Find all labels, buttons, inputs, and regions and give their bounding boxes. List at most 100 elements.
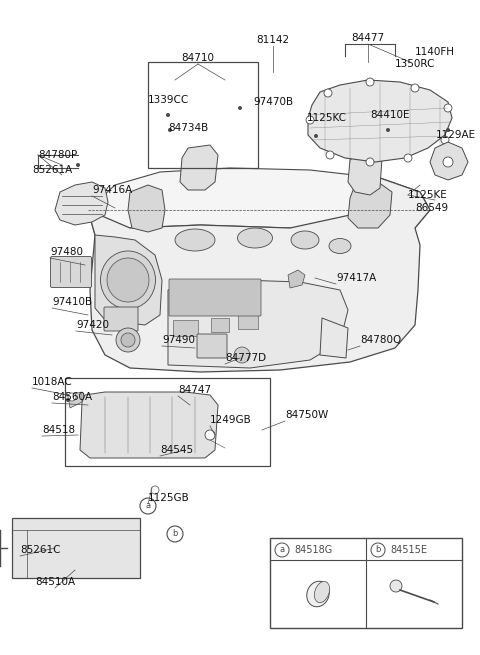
Ellipse shape: [175, 229, 215, 251]
Text: 84780Q: 84780Q: [360, 335, 401, 345]
Text: 84518: 84518: [42, 425, 75, 435]
Circle shape: [151, 486, 159, 494]
Text: 97416A: 97416A: [92, 185, 132, 195]
Circle shape: [441, 136, 449, 144]
Text: 84510A: 84510A: [35, 577, 75, 587]
Text: 1129AE: 1129AE: [436, 130, 476, 140]
FancyBboxPatch shape: [104, 307, 138, 331]
Ellipse shape: [238, 228, 273, 248]
FancyBboxPatch shape: [169, 279, 261, 316]
Ellipse shape: [291, 231, 319, 249]
Circle shape: [390, 580, 402, 592]
Ellipse shape: [307, 581, 329, 607]
Bar: [238, 315, 258, 329]
Text: 97420: 97420: [76, 320, 109, 330]
Text: 1249GB: 1249GB: [210, 415, 252, 425]
Text: a: a: [145, 502, 151, 510]
Polygon shape: [348, 182, 392, 228]
Circle shape: [404, 154, 412, 162]
Text: 84410E: 84410E: [370, 110, 409, 120]
Circle shape: [443, 157, 453, 167]
Text: 97480: 97480: [50, 247, 83, 257]
Circle shape: [76, 163, 80, 167]
Polygon shape: [180, 145, 218, 190]
Polygon shape: [80, 392, 218, 458]
Text: 84477: 84477: [351, 33, 384, 43]
Circle shape: [121, 333, 135, 347]
Text: 86549: 86549: [415, 203, 448, 213]
Polygon shape: [430, 142, 468, 180]
Polygon shape: [168, 280, 348, 368]
Bar: [206, 295, 224, 309]
Circle shape: [366, 158, 374, 166]
Polygon shape: [55, 182, 108, 225]
Circle shape: [238, 106, 242, 110]
Text: 84518G: 84518G: [294, 545, 332, 555]
Circle shape: [324, 89, 332, 97]
Polygon shape: [68, 392, 82, 408]
Circle shape: [66, 398, 70, 402]
Text: 81142: 81142: [256, 35, 289, 45]
Text: 1018AC: 1018AC: [32, 377, 73, 387]
Circle shape: [168, 128, 172, 132]
Polygon shape: [95, 235, 162, 325]
Circle shape: [366, 78, 374, 86]
FancyBboxPatch shape: [12, 518, 140, 578]
Text: 1125KE: 1125KE: [408, 190, 448, 200]
Text: 97470B: 97470B: [253, 97, 293, 107]
Text: 84734B: 84734B: [168, 123, 208, 133]
Circle shape: [446, 128, 450, 132]
Text: 1350RC: 1350RC: [395, 59, 435, 69]
Circle shape: [386, 128, 390, 132]
Circle shape: [116, 328, 140, 352]
Text: 84750W: 84750W: [285, 410, 328, 420]
Polygon shape: [128, 185, 165, 232]
Text: 1339CC: 1339CC: [148, 95, 189, 105]
Text: 84545: 84545: [160, 445, 193, 455]
Text: 1125GB: 1125GB: [148, 493, 190, 503]
Ellipse shape: [107, 258, 149, 302]
Bar: [172, 320, 197, 336]
Polygon shape: [308, 80, 452, 162]
Circle shape: [371, 543, 385, 557]
Polygon shape: [348, 148, 382, 195]
Bar: [211, 318, 229, 332]
Circle shape: [68, 393, 76, 401]
Text: 1125KC: 1125KC: [307, 113, 347, 123]
Text: b: b: [172, 529, 178, 538]
Circle shape: [275, 543, 289, 557]
Circle shape: [411, 84, 419, 92]
Ellipse shape: [100, 251, 156, 309]
Text: 84710: 84710: [181, 53, 215, 63]
Text: 84560A: 84560A: [52, 392, 92, 402]
Circle shape: [205, 430, 215, 440]
FancyBboxPatch shape: [197, 334, 227, 358]
Circle shape: [444, 104, 452, 112]
Bar: [174, 297, 196, 313]
Text: 1140FH: 1140FH: [415, 47, 455, 57]
Text: 84515E: 84515E: [390, 545, 427, 555]
Ellipse shape: [329, 238, 351, 253]
Text: 97410B: 97410B: [52, 297, 92, 307]
FancyBboxPatch shape: [50, 257, 92, 288]
Circle shape: [326, 151, 334, 159]
Text: a: a: [279, 546, 285, 555]
Text: 97490: 97490: [162, 335, 195, 345]
Bar: [230, 293, 250, 307]
Text: b: b: [375, 546, 381, 555]
Text: 84777D: 84777D: [225, 353, 266, 363]
Circle shape: [166, 113, 170, 117]
Circle shape: [167, 526, 183, 542]
Text: 85261C: 85261C: [20, 545, 60, 555]
Text: 84780P: 84780P: [38, 150, 77, 160]
Text: 84747: 84747: [178, 385, 211, 395]
Ellipse shape: [314, 582, 330, 603]
Circle shape: [140, 498, 156, 514]
Polygon shape: [88, 168, 430, 235]
Polygon shape: [320, 318, 348, 358]
Text: 97417A: 97417A: [336, 273, 376, 283]
Circle shape: [314, 134, 318, 138]
Polygon shape: [88, 178, 430, 372]
Circle shape: [234, 347, 250, 363]
Polygon shape: [288, 270, 305, 288]
